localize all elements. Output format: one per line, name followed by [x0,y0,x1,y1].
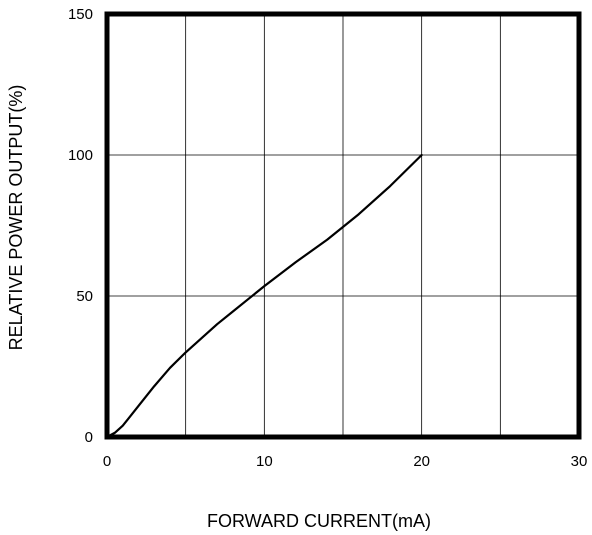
x-tick-labels: 0 10 20 30 [103,453,588,470]
y-tick-label: 150 [68,6,93,23]
x-tick-label: 10 [256,453,273,470]
x-tick-label: 30 [571,453,588,470]
series-line-0 [105,153,423,439]
y-tick-label: 0 [85,429,93,446]
y-tick-labels: 0 50 100 150 [68,6,93,446]
x-tick-label: 20 [413,453,430,470]
y-tick-label: 50 [76,288,93,305]
x-tick-label: 0 [103,453,111,470]
plot-frame [104,11,582,440]
y-tick-label: 100 [68,147,93,164]
x-axis-title: FORWARD CURRENT(mA) [207,511,431,531]
y-axis-title: RELATIVE POWER OUTPUT(%) [6,85,26,351]
data-series [105,153,423,439]
